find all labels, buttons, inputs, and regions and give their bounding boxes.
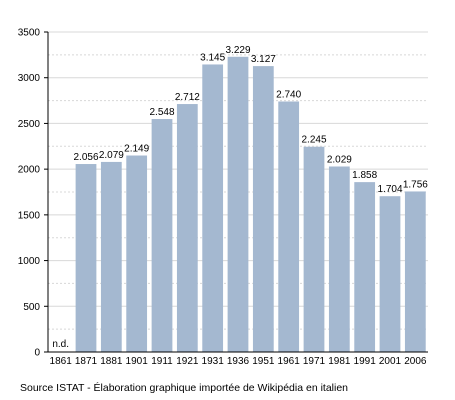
data-label-1971: 2.245	[301, 135, 326, 146]
x-tick-label-2006: 2006	[404, 356, 427, 367]
data-label-1931: 3.145	[200, 52, 225, 63]
x-tick-label-1901: 1901	[126, 356, 149, 367]
data-label-1911: 2.548	[149, 107, 174, 118]
x-tick-label-1871: 1871	[75, 356, 98, 367]
x-tick-label-1936: 1936	[227, 356, 250, 367]
data-label-1901: 2.149	[124, 144, 149, 155]
data-label-1991: 1.858	[352, 170, 377, 181]
bar-1971	[303, 146, 325, 352]
y-tick-label: 0	[34, 348, 40, 359]
x-tick-label-1961: 1961	[278, 356, 301, 367]
data-label-1881: 2.079	[99, 150, 124, 161]
bar-1951	[252, 66, 274, 353]
bar-1911	[151, 119, 173, 352]
data-label-1936: 3.229	[225, 45, 250, 56]
data-label-1981: 2.029	[327, 154, 352, 165]
x-tick-label-1861: 1861	[50, 356, 73, 367]
x-tick-label-2001: 2001	[379, 356, 402, 367]
bar-1961	[278, 101, 300, 352]
data-label-2001: 1.704	[377, 184, 402, 195]
x-tick-label-1951: 1951	[252, 356, 275, 367]
y-axis: 0 500 1000 1500 2000 2500 3000 3500	[18, 28, 49, 359]
bar-1931	[202, 64, 224, 352]
bar-1936	[227, 56, 249, 353]
data-label-2006: 1.756	[403, 179, 428, 190]
bar-1881	[100, 161, 122, 352]
bar-1981	[328, 166, 350, 352]
x-tick-label-1991: 1991	[354, 356, 377, 367]
bars	[75, 56, 426, 353]
y-tick-label: 2500	[18, 119, 41, 130]
x-tick-label-1921: 1921	[176, 356, 199, 367]
data-label-1951: 3.127	[251, 54, 276, 65]
x-tick-label-1981: 1981	[328, 356, 351, 367]
data-label-1871: 2.056	[73, 152, 98, 163]
bar-1921	[176, 104, 198, 352]
y-tick-label: 2000	[18, 165, 41, 176]
x-tick-label-1881: 1881	[100, 356, 123, 367]
bar-2006	[404, 191, 426, 352]
y-tick-label: 1000	[18, 256, 41, 267]
y-tick-label: 3000	[18, 73, 41, 84]
bar-1871	[75, 164, 97, 352]
data-label-1961: 2.740	[276, 89, 301, 100]
y-tick-label: 500	[23, 302, 40, 313]
x-tick-label-1971: 1971	[303, 356, 326, 367]
x-axis: 1861 1871 1881 1901 1911 1921 1931 1936 1951 1961…	[48, 351, 428, 367]
bar-2001	[379, 196, 401, 352]
bar-1901	[126, 155, 148, 352]
data-label-1861: n.d.	[52, 339, 69, 350]
x-tick-label-1911: 1911	[151, 356, 173, 367]
y-tick-label: 3500	[18, 28, 41, 39]
x-tick-label-1931: 1931	[202, 356, 225, 367]
bar-1991	[354, 182, 376, 352]
data-label-1921: 2.712	[175, 92, 200, 103]
source-caption: Source ISTAT - Élaboration graphique imp…	[20, 382, 349, 394]
y-tick-label: 1500	[18, 210, 41, 221]
